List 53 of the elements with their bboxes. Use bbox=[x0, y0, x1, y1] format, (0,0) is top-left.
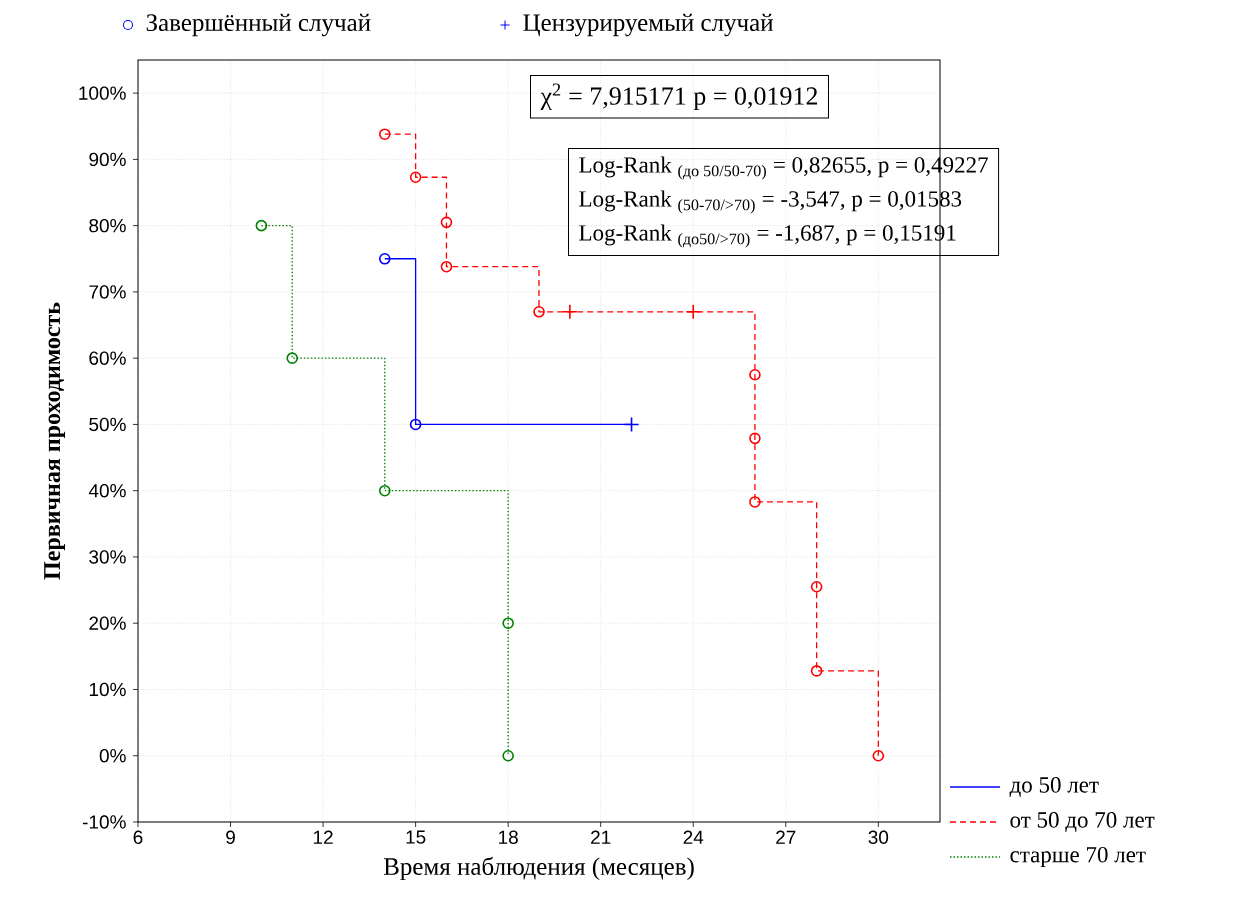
x-tick-label: 21 bbox=[591, 830, 611, 844]
y-tick-label: 20% bbox=[89, 616, 126, 630]
point bbox=[409, 418, 422, 431]
point bbox=[378, 252, 391, 265]
y-tick-label: 50% bbox=[89, 417, 126, 432]
y-tick-label: 40% bbox=[88, 483, 126, 498]
legend-label: до 50 лет bbox=[1009, 777, 1099, 797]
point bbox=[502, 617, 514, 630]
y-tick-label: 80% bbox=[89, 218, 126, 233]
point bbox=[409, 171, 422, 184]
y-tick-label: 90% bbox=[89, 152, 126, 167]
point bbox=[623, 416, 640, 433]
x-axis-title: Время наблюдения (месяцев) bbox=[383, 856, 694, 881]
x-tick-label: 18 bbox=[499, 830, 518, 844]
point bbox=[749, 496, 761, 508]
x-tick-label: 15 bbox=[406, 830, 426, 844]
point bbox=[286, 352, 299, 364]
y-axis-title: Первичная проходимость bbox=[44, 302, 66, 580]
x-tick-label: 12 bbox=[313, 830, 333, 844]
point bbox=[378, 484, 391, 497]
point bbox=[749, 432, 761, 445]
x-tick-label: 27 bbox=[776, 830, 796, 844]
x-tick-label: 9 bbox=[226, 830, 235, 844]
x-tick-label: 24 bbox=[683, 830, 704, 844]
annotation: χ$^{2}$ = 7,915171 p = 0,01912 bbox=[540, 83, 818, 111]
y-tick-label: 0% bbox=[99, 749, 126, 763]
point bbox=[685, 303, 702, 320]
point bbox=[810, 580, 823, 593]
point bbox=[440, 260, 453, 273]
point bbox=[749, 368, 761, 381]
legend-label: Завершённый случай bbox=[146, 13, 371, 37]
point bbox=[872, 749, 885, 762]
point bbox=[440, 216, 453, 229]
y-tick-label: 10% bbox=[89, 682, 126, 697]
point bbox=[502, 749, 514, 762]
legend-label: старше 70 лет bbox=[1010, 846, 1146, 868]
y-tick-label: 30% bbox=[89, 550, 126, 564]
annotation: Log-Rank $_{(50-70/>70)}$ = -3,547, p = 0,01583 bbox=[579, 190, 962, 214]
legend-label: от 50 до 70 лет bbox=[1010, 812, 1155, 832]
point bbox=[255, 219, 268, 232]
point bbox=[810, 665, 823, 677]
y-tick-label: 100% bbox=[79, 86, 126, 100]
legend-label: Цензурируемый случай bbox=[523, 13, 774, 37]
point bbox=[533, 305, 545, 318]
x-tick-label: 6 bbox=[133, 830, 143, 844]
annotation: Log-Rank $_{(до50/>70)}$ = -1,687, p = 0,15191 bbox=[579, 224, 956, 248]
y-tick-label: -10% bbox=[82, 815, 126, 829]
x-tick-label: 30 bbox=[868, 830, 889, 844]
point bbox=[378, 128, 391, 140]
y-tick-label: 60% bbox=[89, 351, 126, 365]
point bbox=[562, 303, 578, 320]
y-tick-label: 70% bbox=[89, 285, 126, 299]
annotation: Log-Rank $_{(до 50/50-70)}$ = 0,82655, p = 0,49227 bbox=[579, 156, 988, 180]
